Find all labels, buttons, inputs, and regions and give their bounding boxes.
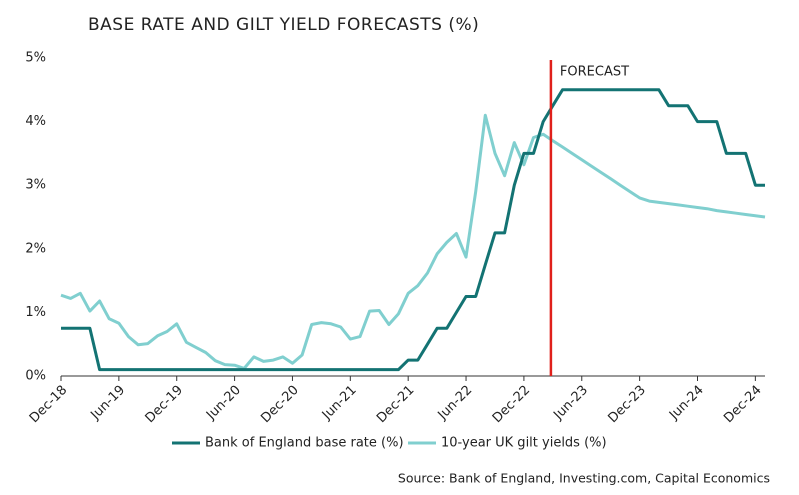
source: Source: Bank of England, Investing.com, … xyxy=(398,471,770,486)
chart-title: BASE RATE AND GILT YIELD FORECASTS (%) xyxy=(88,15,479,35)
series-line xyxy=(60,113,766,370)
x-tick-label: Dec-24 xyxy=(721,383,764,426)
forecast-label: FORECAST xyxy=(560,65,629,80)
legend-label: 10-year UK gilt yields (%) xyxy=(441,436,607,451)
x-tick-label: Jun-22 xyxy=(435,383,476,424)
x-tick-label: Dec-19 xyxy=(143,383,186,426)
y-tick-label: 1% xyxy=(25,305,46,320)
x-tick-label: Dec-21 xyxy=(374,383,417,426)
x-tick-label: Jun-24 xyxy=(666,383,707,424)
y-tick-label: 0% xyxy=(25,369,46,384)
y-tick-label: 4% xyxy=(25,114,46,129)
x-tick-label: Jun-19 xyxy=(87,383,128,424)
series-line xyxy=(61,88,765,372)
x-tick-label: Dec-23 xyxy=(606,383,649,426)
x-tick-label: Jun-21 xyxy=(319,383,360,424)
x-tick-label: Dec-22 xyxy=(490,383,533,426)
x-tick-label: Dec-20 xyxy=(258,383,301,426)
x-tick-label: Jun-23 xyxy=(550,383,591,424)
x-tick-label: Jun-20 xyxy=(203,383,244,424)
y-tick-label: 5% xyxy=(25,51,46,66)
x-tick-label: Dec-18 xyxy=(27,383,70,426)
y-tick-label: 2% xyxy=(25,241,46,256)
legend-label: Bank of England base rate (%) xyxy=(205,436,404,451)
y-tick-label: 3% xyxy=(25,178,46,193)
